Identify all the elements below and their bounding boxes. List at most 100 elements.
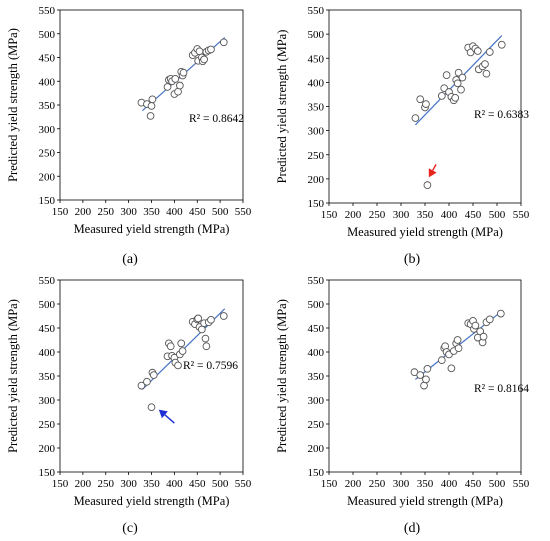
chart-panel: 150 200 250 300 350 400 450 500 550 150 200 250 300 3…	[6, 275, 252, 536]
y-tick-label: 550	[39, 275, 56, 287]
data-point	[147, 102, 156, 110]
data-point	[143, 377, 151, 386]
data-point	[496, 309, 505, 318]
y-axis-title: Predicted yield strength (MPa)	[6, 299, 20, 453]
data-point	[473, 47, 482, 55]
data-point	[423, 181, 432, 189]
y-tick-label: 350	[39, 100, 56, 112]
x-tick-label: 250	[369, 478, 386, 490]
data-point	[497, 40, 506, 49]
data-point	[207, 315, 215, 324]
data-point	[146, 112, 155, 120]
data-point	[485, 48, 494, 56]
data-point	[219, 312, 228, 320]
arrow-annotation	[164, 414, 175, 424]
x-tick-label: 250	[369, 209, 386, 221]
y-tick-label: 300	[308, 395, 325, 407]
data-point	[479, 332, 488, 341]
data-point	[476, 327, 485, 336]
y-tick-label: 150	[39, 467, 56, 479]
x-tick-label: 300	[393, 209, 410, 221]
y-tick-label: 250	[308, 419, 325, 431]
y-tick-label: 400	[39, 347, 56, 359]
x-tick-label: 500	[489, 209, 506, 221]
y-tick-label: 500	[39, 29, 56, 41]
data-point	[148, 95, 157, 104]
data-point	[200, 55, 208, 64]
x-tick-label: 550	[235, 478, 252, 490]
r-squared-label: R² = 0.6383	[474, 109, 529, 121]
x-tick-label: 500	[212, 478, 229, 490]
x-tick-label: 350	[143, 478, 160, 490]
data-point	[453, 79, 462, 88]
data-point	[207, 45, 215, 54]
arrow-head	[158, 409, 168, 419]
x-tick-label: 200	[345, 478, 362, 490]
y-axis-title: Predicted yield strength (MPa)	[6, 28, 20, 182]
x-tick-label: 150	[52, 206, 69, 218]
chart-panel: 150 200 250 300 350 400 450 500 550 150 200 250 300 3…	[275, 5, 530, 267]
y-tick-label: 150	[39, 195, 56, 207]
data-point	[437, 356, 446, 365]
data-point	[481, 60, 489, 68]
x-tick-label: 550	[235, 206, 252, 218]
panel-label: (d)	[404, 521, 421, 536]
data-point	[447, 364, 456, 373]
data-point	[471, 321, 480, 330]
x-axis-title: Measured yield strength (MPa)	[347, 225, 503, 239]
data-point	[163, 83, 172, 91]
y-tick-label: 500	[308, 29, 325, 41]
y-tick-label: 150	[308, 198, 325, 210]
x-axis-title: Measured yield strength (MPa)	[347, 494, 503, 508]
y-tick-label: 300	[39, 395, 56, 407]
y-axis-title: Predicted yield strength (MPa)	[275, 30, 289, 184]
y-tick-label: 350	[308, 102, 325, 114]
x-tick-label: 150	[321, 478, 338, 490]
data-point	[451, 93, 460, 102]
data-point	[197, 325, 206, 334]
x-tick-label: 550	[513, 209, 530, 221]
x-tick-label: 150	[321, 209, 338, 221]
y-tick-label: 450	[308, 53, 325, 65]
arrow-head	[428, 168, 437, 178]
x-tick-label: 200	[75, 478, 92, 490]
y-axis-title: Predicted yield strength (MPa)	[275, 299, 289, 453]
data-point	[416, 371, 425, 379]
data-point	[176, 81, 184, 90]
data-point	[219, 38, 228, 47]
data-point	[202, 342, 211, 351]
x-tick-label: 300	[120, 206, 137, 218]
x-tick-label: 450	[189, 206, 206, 218]
y-tick-label: 400	[39, 76, 56, 88]
data-point	[179, 68, 188, 77]
data-point	[147, 403, 156, 412]
data-point	[149, 371, 158, 379]
data-point	[437, 92, 446, 100]
y-tick-label: 250	[39, 148, 56, 160]
y-tick-label: 300	[39, 124, 56, 136]
x-tick-label: 200	[345, 209, 362, 221]
y-tick-label: 500	[39, 299, 56, 311]
x-tick-label: 400	[441, 209, 458, 221]
data-point	[411, 114, 420, 122]
y-tick-label: 250	[308, 150, 325, 162]
data-point	[482, 69, 491, 78]
panel-label: (c)	[122, 521, 138, 536]
data-point	[171, 75, 180, 83]
y-tick-label: 550	[39, 5, 56, 17]
y-tick-label: 400	[308, 77, 325, 89]
y-tick-label: 550	[308, 5, 325, 17]
x-tick-label: 450	[465, 478, 482, 490]
y-tick-label: 300	[308, 126, 325, 138]
data-point	[416, 95, 425, 104]
data-point	[454, 344, 463, 353]
data-point	[453, 336, 462, 344]
x-tick-label: 200	[75, 206, 92, 218]
y-tick-label: 550	[308, 275, 325, 287]
x-tick-label: 300	[393, 478, 410, 490]
x-tick-label: 400	[441, 478, 458, 490]
r-squared-label: R² = 0.7596	[183, 360, 238, 372]
panel-label: (a)	[122, 252, 138, 267]
x-tick-label: 500	[489, 478, 506, 490]
